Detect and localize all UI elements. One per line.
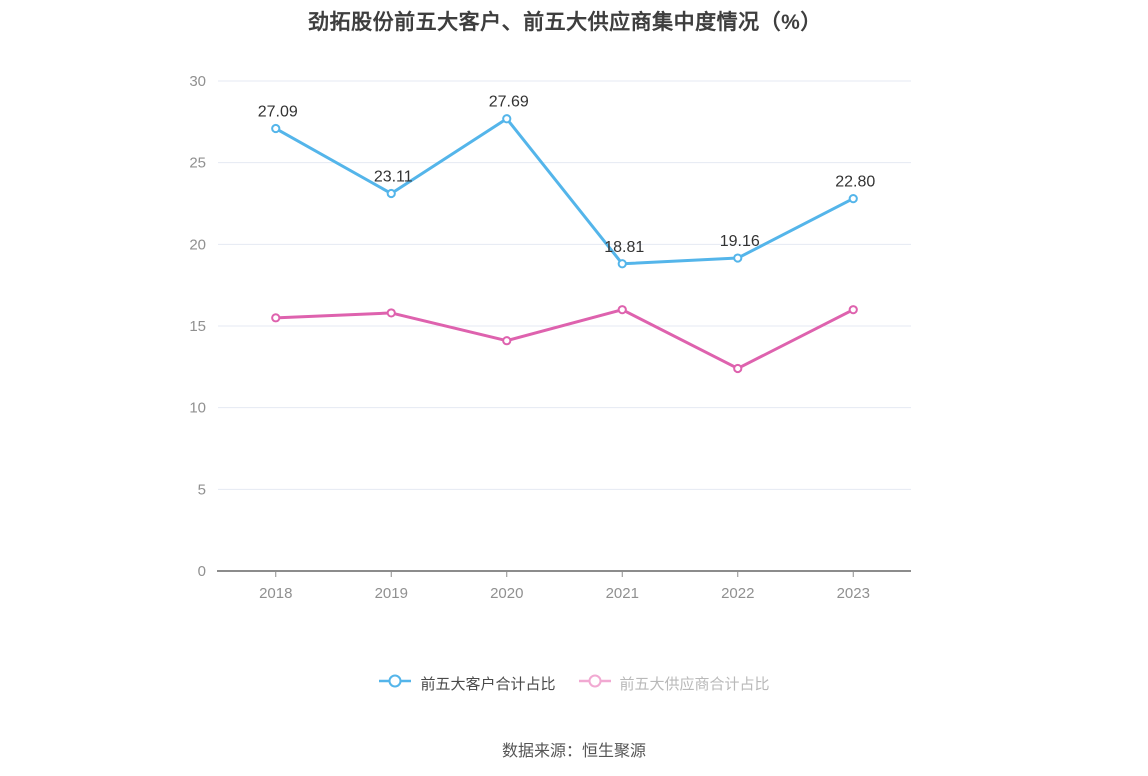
data-point <box>502 336 512 346</box>
data-point <box>848 305 858 315</box>
data-point <box>386 308 396 318</box>
y-tick-label: 15 <box>189 318 206 335</box>
data-source-text: 数据来源：恒生聚源 <box>501 743 646 760</box>
legend-item-customers[interactable]: 前五大客户合计占比 <box>378 672 556 695</box>
data-point <box>386 188 396 199</box>
data-point <box>848 194 858 204</box>
legend-item-suppliers[interactable]: 前五大供应商合计占比 <box>578 672 770 695</box>
data-point <box>271 123 281 134</box>
data-point-label: 19.16 <box>720 233 760 250</box>
x-tick-label: 2021 <box>606 585 639 602</box>
x-tick-label: 2022 <box>721 585 754 602</box>
data-point-label: 27.09 <box>258 104 298 121</box>
data-point-label: 18.81 <box>604 239 644 256</box>
series-line-0 <box>274 117 855 266</box>
x-tick-label: 2020 <box>490 585 523 602</box>
legend-marker-suppliers-icon <box>578 672 612 695</box>
data-point <box>733 363 743 374</box>
y-tick-label: 0 <box>198 563 206 580</box>
data-point <box>733 253 743 263</box>
y-tick-label: 5 <box>198 481 206 498</box>
series-line-1 <box>274 308 855 370</box>
x-tick-label: 2019 <box>375 585 408 602</box>
legend: 前五大客户合计占比 前五大供应商合计占比 <box>0 672 1148 695</box>
data-point <box>502 114 512 124</box>
line-chart: 0 5 10 15 20 25 30 2018 2019 2020 2021 2022 2023 27.0… <box>189 73 911 602</box>
data-point-label: 27.69 <box>489 94 529 111</box>
legend-label-customers: 前五大客户合计占比 <box>420 676 556 693</box>
data-point-label: 23.11 <box>374 169 413 186</box>
page-title: 劲拓股份前五大客户、前五大供应商集中度情况（%） <box>308 11 822 34</box>
legend-marker-customers-icon <box>378 672 412 695</box>
data-point <box>617 305 627 315</box>
legend-label-suppliers: 前五大供应商合计占比 <box>619 676 770 693</box>
x-tick-label: 2018 <box>259 585 292 602</box>
y-tick-label: 20 <box>189 236 206 253</box>
y-tick-label: 30 <box>189 73 206 90</box>
data-point <box>617 259 627 269</box>
data-point-label: 22.80 <box>835 174 875 191</box>
y-tick-label: 25 <box>189 155 206 172</box>
data-point <box>271 313 281 323</box>
x-tick-label: 2023 <box>837 585 870 602</box>
y-tick-label: 10 <box>189 400 206 417</box>
